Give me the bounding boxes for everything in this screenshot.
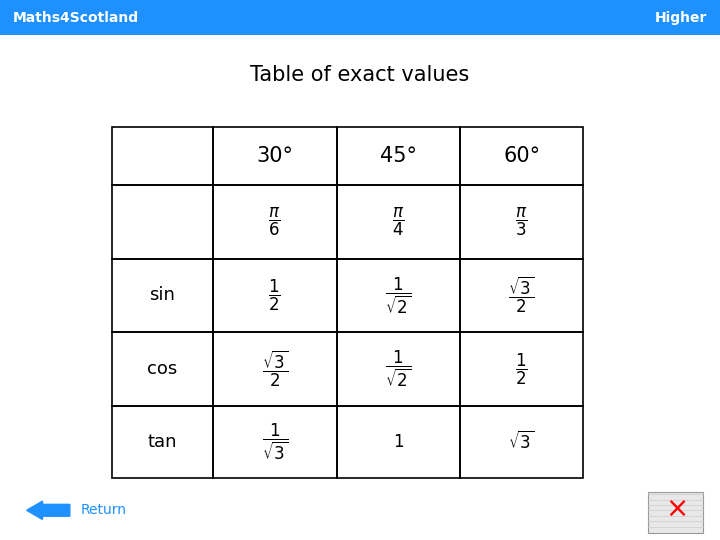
Text: $\dfrac{\pi}{6}$: $\dfrac{\pi}{6}$: [269, 206, 281, 238]
Text: 30°: 30°: [256, 146, 293, 166]
Text: $\dfrac{1}{2}$: $\dfrac{1}{2}$: [516, 352, 528, 387]
Text: $\dfrac{\sqrt{3}}{2}$: $\dfrac{\sqrt{3}}{2}$: [261, 349, 288, 389]
Text: $1$: $1$: [393, 433, 404, 451]
Text: $\dfrac{1}{2}$: $\dfrac{1}{2}$: [269, 278, 281, 313]
Text: $\dfrac{\pi}{4}$: $\dfrac{\pi}{4}$: [392, 206, 405, 238]
Text: $\dfrac{1}{\sqrt{3}}$: $\dfrac{1}{\sqrt{3}}$: [261, 422, 288, 462]
Text: cos: cos: [147, 360, 177, 378]
Text: 45°: 45°: [380, 146, 417, 166]
Text: Higher: Higher: [654, 11, 707, 24]
Text: tan: tan: [148, 433, 177, 451]
Text: $\dfrac{\sqrt{3}}{2}$: $\dfrac{\sqrt{3}}{2}$: [508, 275, 535, 315]
Text: $\sqrt{3}$: $\sqrt{3}$: [508, 431, 535, 453]
Text: sin: sin: [149, 286, 175, 305]
Text: Return: Return: [81, 503, 127, 517]
Text: $\times$: $\times$: [665, 495, 686, 523]
Text: $\dfrac{1}{\sqrt{2}}$: $\dfrac{1}{\sqrt{2}}$: [385, 275, 412, 315]
Text: Table of exact values: Table of exact values: [251, 64, 469, 85]
Text: $\dfrac{1}{\sqrt{2}}$: $\dfrac{1}{\sqrt{2}}$: [385, 349, 412, 389]
Text: Maths4Scotland: Maths4Scotland: [13, 11, 139, 24]
Text: $\dfrac{\pi}{3}$: $\dfrac{\pi}{3}$: [516, 206, 528, 238]
Text: 60°: 60°: [503, 146, 540, 166]
